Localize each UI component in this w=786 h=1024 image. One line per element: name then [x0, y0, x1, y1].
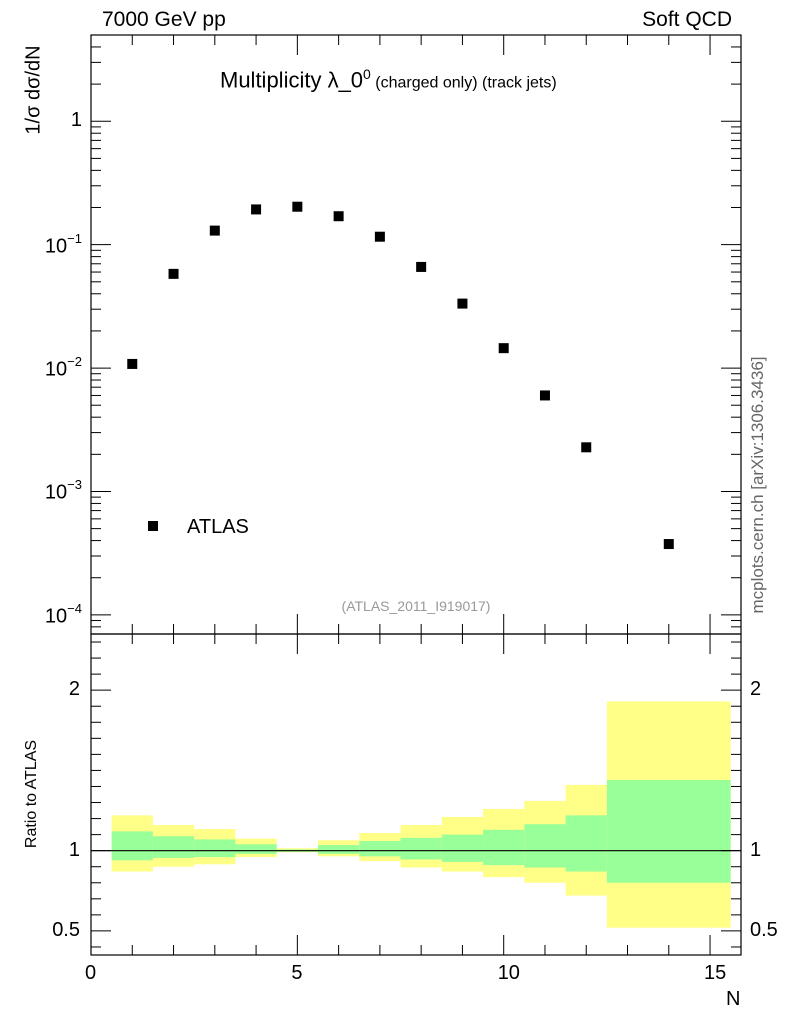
band-inner-10 [524, 824, 566, 868]
ratio-frame [90, 633, 742, 956]
ratio-bands [91, 701, 741, 928]
data-point-10 [539, 390, 550, 401]
data-point-1 [168, 268, 179, 279]
y-tick-exp-2: −2 [67, 354, 82, 370]
analysis-reference: (ATLAS_2011_I919017) [341, 598, 491, 614]
header-category: Soft QCD [642, 8, 732, 31]
y-tick-exp-3: −3 [67, 477, 82, 493]
data-point-5 [333, 211, 344, 222]
band-inner-12 [606, 780, 731, 883]
y-tick-label-3: 10−3 [44, 477, 82, 505]
x-tick-label-3: 15 [704, 962, 727, 984]
legend-label: ATLAS [187, 516, 249, 538]
title-superscript: 0 [363, 66, 371, 82]
data-markers [127, 201, 674, 550]
band-inner-8 [441, 834, 484, 862]
main-ylabel: 1/σ dσ/dN [22, 45, 45, 135]
y-tick-label-1: 10−1 [44, 230, 82, 259]
ratio-y-tick-label-r-0: 0.5 [750, 918, 778, 941]
y-tick-label-0: 1 [70, 109, 82, 132]
ratio-y-tick-label-r-1: 1 [750, 838, 762, 861]
data-point-3 [251, 204, 262, 215]
y-tick-label-4: 10−4 [44, 600, 82, 629]
data-point-12 [663, 539, 674, 550]
x-tick-label-1: 5 [291, 962, 303, 984]
data-point-8 [457, 298, 468, 309]
y-tick-base-3: 10 [44, 482, 68, 505]
ratio-ylabel: Ratio to ATLAS [23, 739, 40, 849]
data-point-4 [292, 201, 303, 212]
data-point-6 [374, 231, 385, 242]
band-inner-6 [359, 841, 401, 857]
x-tick-label-2: 10 [497, 962, 520, 984]
ratio-y-tick-label-r-2: 2 [750, 678, 762, 701]
main-frame [90, 34, 742, 635]
data-point-2 [209, 225, 220, 236]
band-inner-2 [194, 839, 236, 858]
band-inner-1 [152, 836, 195, 858]
ratio-y-tick-label-l-2: 2 [68, 678, 80, 701]
band-inner-11 [565, 815, 607, 872]
x-axis-label: N [726, 988, 741, 1010]
legend-marker [148, 521, 158, 531]
y-tick-exp-1: −1 [67, 230, 82, 246]
band-inner-9 [483, 829, 525, 866]
title-subtitle: (charged only) (track jets) [370, 74, 557, 92]
ratio-y-tick-label-l-1: 1 [68, 838, 80, 861]
data-point-11 [581, 442, 592, 453]
ratio-y-tick-label-l-0: 0.5 [52, 918, 80, 941]
band-inner-5 [317, 845, 360, 854]
y-tick-base-4: 10 [44, 605, 68, 628]
y-tick-base-1: 10 [44, 235, 68, 258]
plot-title: Multiplicity λ_00 (charged only) (track … [220, 66, 557, 93]
data-point-0 [127, 358, 138, 369]
data-point-7 [416, 261, 427, 272]
axes-frames [90, 34, 742, 956]
header-energy: 7000 GeV pp [102, 8, 226, 31]
band-inner-7 [400, 837, 442, 860]
band-inner-3 [235, 844, 277, 854]
y-tick-base-2: 10 [44, 358, 68, 381]
title-main: Multiplicity λ_0 [220, 67, 364, 93]
band-inner-0 [111, 831, 153, 861]
data-point-9 [498, 343, 509, 354]
x-tick-label-0: 0 [85, 962, 97, 984]
source-watermark: mcplots.cern.ch [arXiv:1306.3436] [748, 356, 767, 614]
y-tick-exp-4: −4 [67, 600, 82, 616]
y-tick-label-2: 10−2 [44, 354, 82, 382]
